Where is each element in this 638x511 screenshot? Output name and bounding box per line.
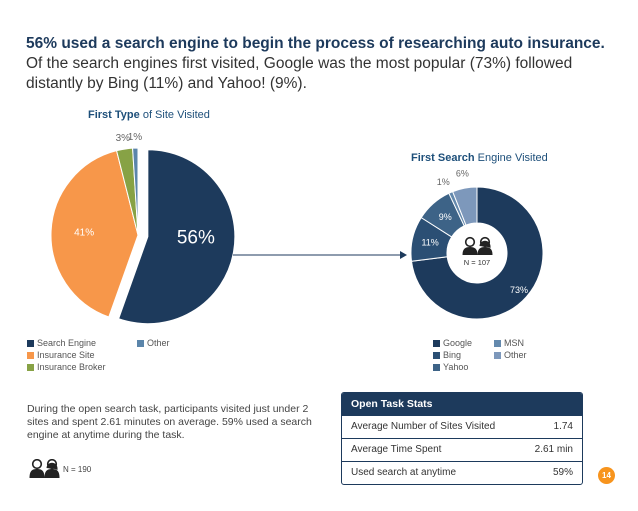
legend-item-search-engine: Search Engine: [27, 338, 96, 348]
page-number-badge: 14: [598, 467, 615, 484]
swatch-bing: [433, 351, 440, 359]
donut-label-yahoo: 9%: [439, 212, 452, 222]
summary-paragraph: During the open search task, participant…: [27, 403, 312, 441]
stat-label: Used search at anytime: [351, 467, 457, 478]
stat-value: 1.74: [553, 421, 573, 432]
stats-title: Open Task Stats: [342, 393, 582, 415]
open-task-stats-table: Open Task Stats Average Number of Sites …: [341, 392, 583, 485]
legend-item-msn: MSN: [494, 338, 524, 348]
legend-label: Other: [147, 338, 170, 348]
legend-label: Other: [504, 350, 527, 360]
donut-people-icon: [462, 236, 493, 255]
headline-bold: 56% used a search engine to begin the pr…: [26, 35, 605, 52]
donut-label-google: 73%: [510, 285, 528, 295]
legend-item-other: Other: [137, 338, 170, 348]
table-row: Average Time Spent 2.61 min: [342, 438, 582, 461]
donut-chart-title: First Search Engine Visited: [411, 152, 548, 164]
donut-label-bing: 11%: [421, 238, 438, 248]
stat-value: 59%: [552, 467, 573, 478]
headline-rest: Of the search engines first visited, Goo…: [26, 55, 573, 92]
legend-item-insurance-broker: Insurance Broker: [27, 362, 106, 372]
legend-label: Insurance Site: [37, 350, 95, 360]
donut-slice-other: [452, 186, 478, 226]
pie-title-bold: First Type: [88, 109, 140, 121]
legend-item-donut-other: Other: [494, 350, 527, 360]
swatch-msn: [494, 339, 501, 347]
donut-title-bold: First Search: [411, 152, 475, 164]
pie-title-rest: of Site Visited: [139, 109, 210, 121]
pie-slice-other: [132, 147, 139, 236]
headline: 56% used a search engine to begin the pr…: [26, 34, 616, 94]
donut-title-rest: Engine Visited: [474, 152, 548, 164]
swatch-google: [433, 339, 440, 347]
legend-item-yahoo: Yahoo: [433, 362, 468, 372]
stat-value: 2.61 min: [534, 444, 573, 455]
stat-label: Average Number of Sites Visited: [351, 421, 496, 432]
swatch-yahoo: [433, 363, 440, 371]
legend-label: Search Engine: [37, 338, 97, 348]
donut-label-other: 6%: [456, 168, 469, 178]
sample-size-label: N = 190: [63, 465, 92, 474]
donut-label-msn: 1%: [437, 177, 450, 187]
legend-label: MSN: [504, 338, 524, 348]
donut-center-label: N = 107: [464, 258, 490, 267]
stat-label: Average Time Spent: [351, 444, 442, 455]
pie-label-insurance-broker: 3%: [116, 133, 131, 144]
legend-label: Google: [443, 338, 473, 348]
swatch-insurance-site: [27, 351, 34, 359]
legend-label: Bing: [443, 350, 462, 360]
connector-arrowhead: [400, 251, 407, 259]
pie-label-insurance-site: 41%: [74, 227, 94, 238]
pie-slice-search-engine: [118, 149, 236, 325]
swatch-other: [137, 339, 144, 347]
legend-label: Insurance Broker: [37, 362, 106, 372]
table-row: Used search at anytime 59%: [342, 461, 582, 484]
legend-item-google: Google: [433, 338, 472, 348]
swatch-insurance-broker: [27, 363, 34, 371]
sample-size-badge: N = 190: [28, 458, 91, 481]
pie-label-search-engine: 56%: [177, 228, 215, 249]
people-icon: [29, 458, 60, 478]
donut-slice-google: [410, 186, 544, 320]
legend-item-insurance-site: Insurance Site: [27, 350, 95, 360]
pie-chart-title: First Type of Site Visited: [88, 109, 210, 121]
table-row: Average Number of Sites Visited 1.74: [342, 415, 582, 438]
legend-item-bing: Bing: [433, 350, 461, 360]
pie-slice-insurance-site: [50, 150, 139, 318]
swatch-search-engine: [27, 339, 34, 347]
legend-label: Yahoo: [443, 362, 469, 372]
swatch-donut-other: [494, 351, 501, 359]
pie-label-other: 1%: [128, 132, 143, 143]
